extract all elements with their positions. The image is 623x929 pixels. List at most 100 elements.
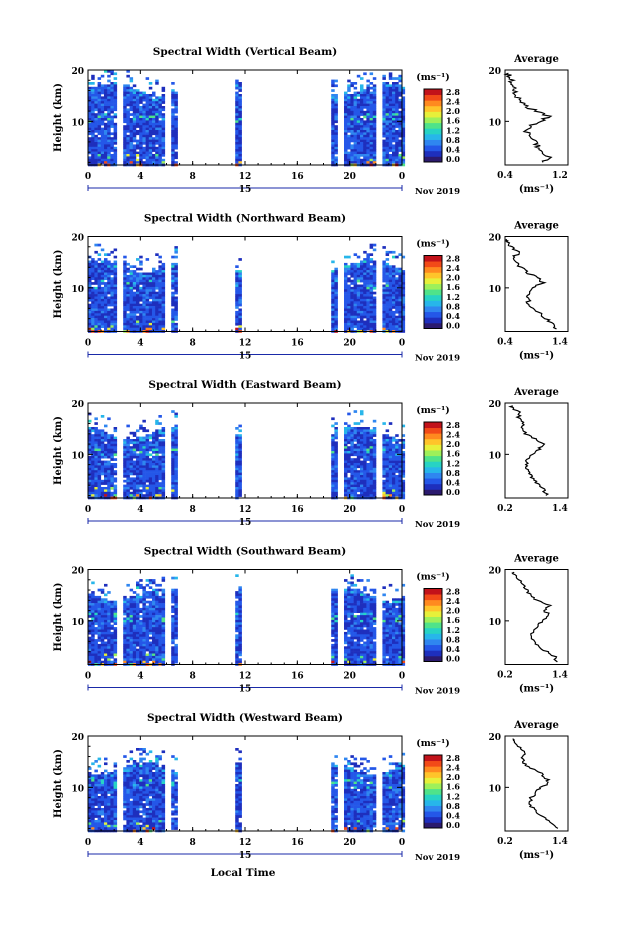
heatmap-cell — [356, 458, 361, 461]
heatmap-cell — [395, 308, 399, 312]
heatmap-cell — [366, 494, 370, 497]
heatmap-cell — [113, 634, 118, 637]
heatmap-cell — [388, 282, 393, 285]
heatmap-cell — [142, 291, 146, 295]
heatmap-cell — [382, 156, 386, 160]
heatmap-cell — [388, 146, 393, 150]
heatmap-cell — [126, 134, 130, 138]
heatmap-cell — [356, 441, 361, 445]
heatmap-cell — [395, 272, 399, 276]
heatmap-cell — [123, 274, 127, 278]
heatmap-cell — [132, 448, 137, 452]
heatmap-cell — [388, 446, 393, 449]
heatmap-cell — [388, 161, 393, 164]
heatmap-cell — [334, 429, 338, 433]
heatmap-cell — [107, 127, 111, 131]
heatmap-cell — [136, 101, 140, 104]
heatmap-cell — [398, 132, 402, 136]
heatmap-cell — [123, 641, 127, 645]
heatmap-cell — [129, 607, 134, 611]
heatmap-cell — [104, 318, 108, 321]
heatmap-cell — [152, 125, 156, 128]
heatmap-cell — [129, 448, 134, 452]
heatmap-cell — [123, 125, 127, 128]
heatmap-cell — [113, 279, 118, 283]
heatmap-cell — [235, 103, 239, 107]
heatmap-cell — [350, 453, 354, 457]
heatmap-cell — [136, 325, 140, 328]
heatmap-cell — [344, 422, 348, 425]
heatmap-cell — [129, 291, 134, 295]
heatmap-cell — [353, 489, 358, 493]
heatmap-cell — [136, 142, 140, 145]
colorbar-swatch — [424, 139, 442, 146]
heatmap-cell — [100, 262, 105, 266]
heatmap-cell — [238, 149, 242, 152]
heatmap-cell — [388, 313, 393, 316]
heatmap-cell — [97, 463, 102, 466]
heatmap-cell — [353, 137, 358, 140]
heatmap-cell — [171, 443, 175, 447]
heatmap-cell — [235, 315, 239, 319]
heatmap-cell — [142, 617, 146, 621]
colorbar-swatch — [424, 489, 442, 496]
heatmap-cell — [398, 154, 402, 157]
heatmap-cell — [369, 318, 374, 321]
heatmap-cell — [344, 463, 348, 466]
heatmap-cell — [366, 463, 370, 466]
heatmap-cell — [94, 265, 98, 268]
heatmap-cell — [142, 296, 146, 300]
heatmap-cell — [347, 286, 351, 290]
heatmap-cell — [123, 313, 127, 316]
heatmap-cell — [347, 122, 351, 126]
heatmap-cell — [398, 84, 402, 88]
heatmap-cell — [129, 494, 134, 497]
heatmap-cell — [129, 284, 134, 288]
heatmap-cell — [388, 96, 393, 100]
heatmap-cell — [136, 653, 140, 657]
heatmap-cell — [161, 629, 166, 633]
heatmap-cell — [94, 122, 98, 126]
colorbar-tick-label: 0.8 — [446, 468, 460, 478]
heatmap-cell — [148, 458, 153, 461]
heatmap-cell — [158, 320, 162, 324]
heatmap-cell — [372, 98, 377, 102]
heatmap-cell — [398, 115, 402, 119]
heatmap-cell — [353, 325, 358, 328]
heatmap-cell — [331, 491, 335, 495]
heatmap-cell — [334, 282, 338, 285]
heatmap-cell — [136, 446, 140, 449]
heatmap-cell — [347, 139, 351, 143]
heatmap-cell — [107, 658, 111, 661]
heatmap-cell — [347, 125, 351, 128]
heatmap-cell — [372, 89, 377, 92]
heatmap-cell — [91, 327, 95, 331]
heatmap-cell — [155, 103, 159, 107]
heatmap-cell — [356, 470, 361, 473]
heatmap-cell — [401, 325, 406, 328]
heatmap-cell — [366, 315, 370, 319]
colorbar-swatch — [424, 111, 442, 118]
heatmap-cell — [382, 434, 386, 437]
heatmap-cell — [88, 277, 92, 280]
heatmap-cell — [110, 600, 114, 604]
heatmap-cell — [331, 282, 335, 285]
heatmap-cell — [88, 472, 92, 476]
heatmap-cell — [158, 325, 162, 328]
heatmap-cell — [158, 487, 162, 490]
heatmap-cell — [331, 494, 335, 497]
heatmap-cell — [152, 110, 156, 114]
heatmap-cell — [171, 146, 175, 150]
heatmap-cell — [126, 115, 130, 119]
heatmap-cell — [347, 424, 351, 428]
heatmap-cell — [97, 115, 102, 119]
heatmap-cell — [152, 607, 156, 611]
heatmap-cell — [174, 487, 178, 490]
heatmap-cell — [158, 431, 162, 435]
heatmap-cell — [372, 427, 377, 430]
heatmap-cell — [94, 289, 98, 292]
heatmap-cell — [369, 477, 374, 481]
heatmap-cell — [398, 458, 402, 461]
heatmap-cell — [238, 103, 242, 107]
heatmap-cell — [142, 279, 146, 283]
